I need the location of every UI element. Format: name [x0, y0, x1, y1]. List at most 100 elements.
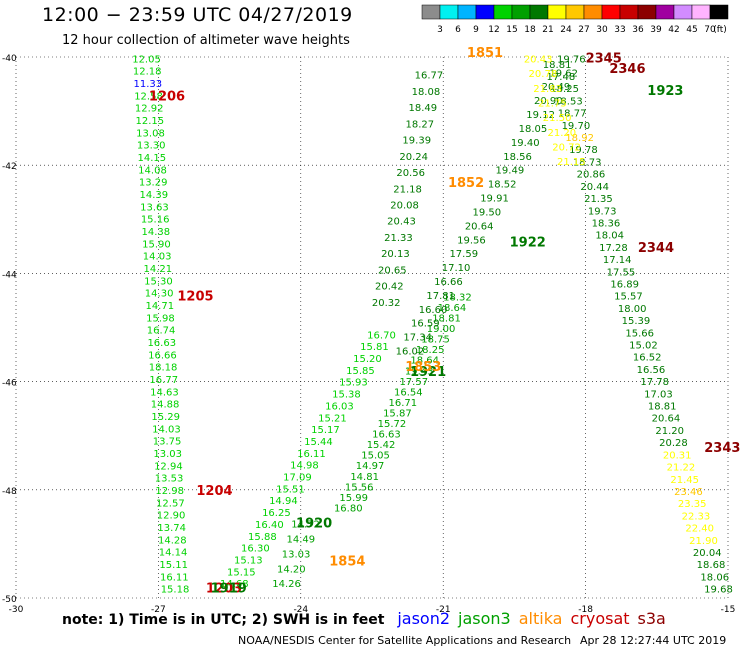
subtitle: 12 hour collection of altimeter wave hei…	[62, 33, 350, 48]
wave-height-value: 21.83	[533, 84, 562, 95]
wave-height-value: 17.48	[547, 72, 576, 83]
wave-height-value: 13.74	[157, 523, 186, 534]
wave-height-value: 18.49	[409, 103, 438, 114]
color-scale-label: 45	[686, 25, 697, 35]
wave-height-value: 14.28	[158, 535, 187, 546]
pass-time-label: 1923	[647, 84, 683, 99]
wave-height-value: 15.90	[142, 239, 171, 250]
wave-height-value: 20.24	[399, 152, 428, 163]
wave-height-value: 13.03	[282, 549, 311, 560]
wave-height-value: 15.51	[276, 484, 305, 495]
wave-height-value: 18.36	[592, 218, 621, 229]
color-scale-label: 21	[542, 25, 553, 35]
wave-height-value: 19.50	[473, 207, 502, 218]
legend-item-jason3: jason3	[458, 609, 511, 628]
wave-height-value: 14.08	[138, 165, 167, 176]
wave-height-value: 17.28	[599, 243, 628, 254]
wave-height-value: 19.68	[704, 585, 733, 596]
wave-height-value: 19.56	[457, 235, 486, 246]
wave-height-value: 16.52	[633, 353, 662, 364]
lon-tick-label: -18	[578, 605, 593, 615]
wave-height-value: 13.75	[153, 437, 182, 448]
pass-time-label: 1854	[329, 555, 365, 570]
wave-height-value: 20.44	[580, 182, 609, 193]
wave-height-value: 17.78	[640, 377, 669, 388]
legend-item-cryosat: cryosat	[570, 609, 630, 628]
wave-height-value: 15.87	[383, 408, 412, 419]
wave-height-value: 15.81	[360, 342, 389, 353]
wave-height-value: 16.77	[149, 375, 178, 386]
lat-tick-label: -46	[2, 379, 17, 389]
wave-height-value: 18.06	[700, 572, 729, 583]
wave-height-value: 20.64	[652, 414, 681, 425]
wave-height-value: 18.00	[618, 304, 647, 315]
wave-height-value: 14.72	[291, 520, 320, 531]
lon-tick-label: -24	[293, 605, 308, 615]
wave-height-value: 18.32	[443, 292, 472, 303]
color-scale-label: 6	[455, 25, 461, 35]
wave-height-value: 21.20	[548, 128, 577, 139]
legend-item-altika: altika	[518, 609, 563, 628]
wave-height-value: 21.50	[543, 113, 572, 124]
wave-height-value: 15.98	[146, 313, 175, 324]
wave-height-value: 15.17	[311, 425, 340, 436]
wave-height-value: 16.25	[262, 508, 291, 519]
wave-height-value: 15.15	[227, 567, 256, 578]
wave-height-value: 15.13	[234, 555, 263, 566]
wave-height-value: 14.21	[143, 264, 172, 275]
wave-height-value: 19.73	[588, 206, 617, 217]
pass-time-label: 2345	[586, 51, 622, 66]
lon-tick-label: -30	[9, 605, 24, 615]
wave-height-value: 17.03	[644, 389, 673, 400]
wave-height-value: 15.93	[339, 378, 368, 389]
color-scale-label: 36	[632, 25, 644, 35]
wave-height-value: 19.62	[549, 68, 578, 79]
legend-item-jason2: jason2	[397, 609, 451, 628]
wave-height-value: 13.29	[139, 178, 168, 189]
wave-height-value: 18.92	[565, 133, 594, 144]
wave-height-value: 18.18	[149, 363, 178, 374]
wave-height-value: 21.20	[655, 426, 684, 437]
wave-height-value: 14.98	[290, 461, 319, 472]
color-scale-label: 33	[614, 25, 625, 35]
pass-time-label: 2346	[609, 62, 645, 77]
legend-line: note: 1) Time is in UTC; 2) SWH is in fe…	[62, 609, 666, 628]
wave-height-value: 16.54	[394, 387, 423, 398]
wave-height-value: 14.49	[286, 535, 315, 546]
legend-item-s3a: s3a	[637, 609, 666, 628]
wave-height-value: 16.30	[241, 544, 270, 555]
wave-height-value: 16.11	[160, 572, 189, 583]
wave-height-value: 16.66	[434, 277, 463, 288]
wave-height-value: 15.56	[345, 482, 374, 493]
wave-height-value: 20.43	[524, 54, 553, 65]
pass-time-label: 2343	[704, 441, 740, 456]
color-scale-label: 27	[578, 25, 589, 35]
wave-height-value: 15.85	[346, 366, 375, 377]
wave-height-value: 21.33	[384, 233, 413, 244]
wave-height-value: 22.40	[685, 524, 714, 535]
wave-height-value: 21.18	[393, 184, 422, 195]
wave-height-value: 15.02	[629, 341, 658, 352]
wave-height-value: 15.39	[622, 316, 651, 327]
pass-time-label: 1204	[196, 484, 232, 499]
wave-height-value: 17.34	[403, 333, 432, 344]
color-scale-label: 30	[596, 25, 608, 35]
wave-height-value: 15.16	[141, 215, 170, 226]
wave-height-value: 14.71	[145, 301, 174, 312]
wave-height-value: 14.68	[220, 579, 249, 590]
wave-height-value: 19.00	[427, 324, 456, 335]
wave-height-value: 20.08	[390, 200, 419, 211]
color-scale-label: 42	[668, 25, 679, 35]
wave-height-value: 22.33	[682, 511, 711, 522]
wave-height-value: 12.57	[156, 498, 185, 509]
pass-time-label: 1852	[448, 176, 484, 191]
wave-height-value: 16.77	[415, 71, 444, 82]
pass-time-label: 1203	[206, 582, 242, 597]
wave-height-value: 21.45	[670, 475, 699, 486]
lat-tick-label: -44	[2, 270, 17, 280]
wave-height-value: 19.76	[557, 54, 586, 65]
wave-height-value: 14.14	[159, 548, 188, 559]
wave-height-value: 21.35	[584, 194, 613, 205]
